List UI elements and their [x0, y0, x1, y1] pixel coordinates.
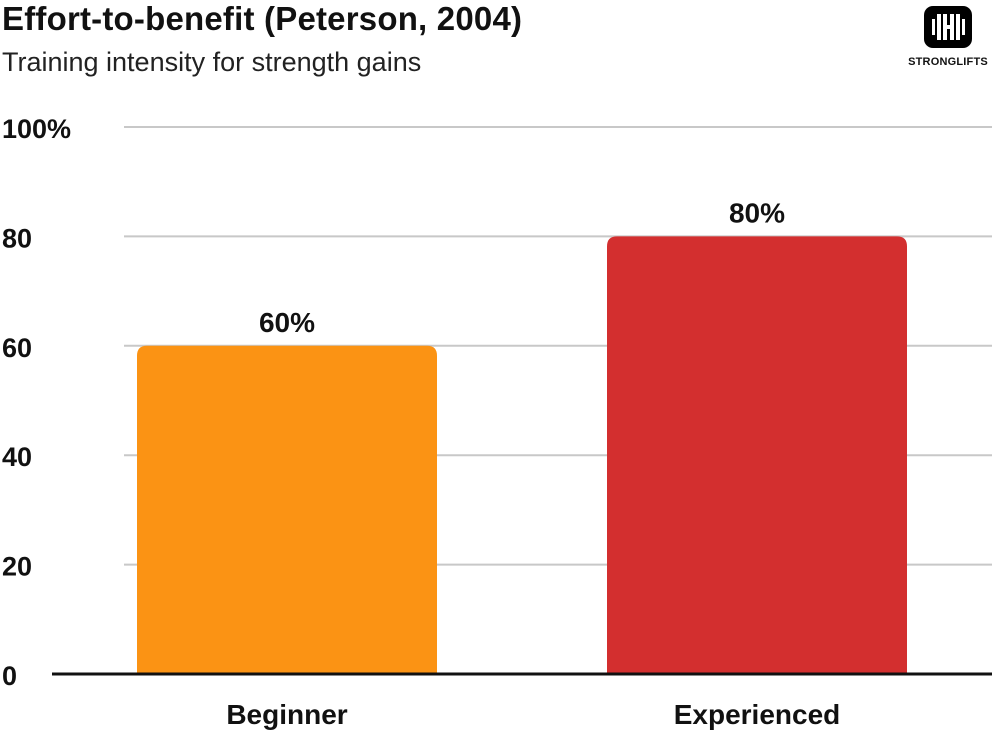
y-tick-label: 20 — [2, 552, 32, 582]
x-tick-label: Experienced — [674, 699, 841, 730]
y-tick-label: 60 — [2, 333, 32, 363]
x-tick-label: Beginner — [226, 699, 347, 730]
chart-subtitle: Training intensity for strength gains — [2, 47, 422, 77]
data-label: 80% — [729, 197, 785, 228]
y-tick-label: 0 — [2, 661, 17, 691]
chart-title: Effort-to-benefit (Peterson, 2004) — [2, 0, 523, 37]
bar — [137, 345, 437, 674]
data-label: 60% — [259, 307, 315, 338]
stronglifts-logo: STRONGLIFTS — [904, 6, 990, 70]
barbell-icon — [924, 6, 972, 48]
bar — [607, 236, 907, 674]
y-tick-label: 80 — [2, 223, 32, 253]
y-tick-label: 40 — [2, 442, 32, 472]
logo-text: STRONGLIFTS — [908, 56, 988, 68]
y-tick-label: 100% — [2, 114, 71, 144]
